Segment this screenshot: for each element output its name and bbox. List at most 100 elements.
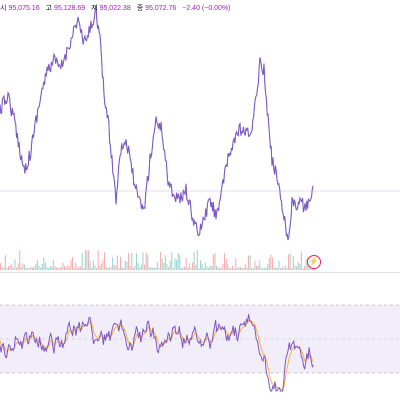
volume-bar — [184, 266, 186, 270]
volume-bar — [160, 251, 162, 270]
volume-bar — [155, 267, 157, 270]
rsi-pane[interactable] — [0, 285, 400, 395]
volume-bar — [230, 268, 232, 270]
volume-bar — [281, 266, 283, 270]
volume-bar — [68, 266, 70, 270]
volume-bar — [180, 268, 182, 270]
lightning-glyph: ⚡ — [308, 257, 319, 266]
volume-bar — [289, 253, 291, 270]
volume-bar — [139, 267, 141, 270]
volume-bar — [172, 268, 174, 270]
volume-bar — [99, 265, 101, 270]
volume-bar — [36, 260, 38, 270]
volume-bar — [96, 267, 98, 270]
volume-bar — [161, 258, 163, 270]
volume-bar — [212, 254, 214, 270]
volume-bar — [260, 267, 262, 270]
volume-bar — [206, 266, 208, 270]
volume-bar — [142, 252, 144, 270]
volume-bar — [308, 268, 310, 270]
volume-bar — [24, 264, 26, 270]
volume-bar — [297, 261, 299, 270]
volume-bar — [132, 267, 134, 270]
volume-bar — [20, 267, 22, 270]
volume-bar — [257, 265, 259, 270]
volume-bar — [299, 263, 301, 270]
volume-bar — [232, 265, 234, 270]
volume-bar — [156, 262, 158, 270]
open-value: 95,075.16 — [8, 5, 40, 12]
volume-bar — [248, 255, 250, 270]
low-value: 95,022.38 — [99, 5, 131, 12]
volume-bar — [244, 264, 246, 270]
volume-bar — [273, 267, 275, 270]
volume-bar — [144, 264, 146, 270]
volume-bar — [43, 257, 45, 270]
volume-bar — [148, 267, 150, 270]
close-value: 95,072.76 — [145, 5, 177, 12]
volume-bar — [294, 265, 296, 270]
lightning-icon[interactable]: ⚡ — [307, 255, 321, 269]
volume-bar — [33, 266, 35, 270]
volume-bar — [150, 266, 152, 270]
volume-bar — [262, 268, 264, 270]
volume-bar — [100, 263, 102, 270]
volume-bar — [256, 265, 258, 270]
volume-bar — [275, 267, 277, 270]
volume-bar — [168, 267, 170, 270]
volume-bar — [177, 253, 179, 270]
pane-separator[interactable] — [0, 272, 400, 273]
volume-bar — [209, 265, 211, 270]
volume-bar — [283, 267, 285, 270]
volume-bar — [204, 262, 206, 270]
volume-bar — [241, 267, 243, 270]
volume-bar — [235, 258, 237, 270]
volume-bar — [16, 267, 18, 270]
volume-bar — [128, 252, 130, 270]
price-pane[interactable] — [0, 0, 400, 270]
volume-bar — [49, 266, 51, 270]
volume-bar — [145, 252, 147, 270]
volume-bar — [121, 267, 123, 270]
volume-bar — [267, 264, 269, 270]
volume-bar — [252, 267, 254, 270]
volume-bar — [83, 268, 85, 270]
volume-bar — [32, 267, 34, 270]
volume-bar — [169, 260, 171, 270]
volume-bar — [222, 264, 224, 270]
volume-bar — [243, 268, 245, 270]
volume-bar — [291, 268, 293, 270]
volume-bar — [88, 250, 90, 270]
volume-bar — [259, 260, 261, 270]
volume-bar — [153, 267, 155, 270]
volume-bar — [227, 263, 229, 270]
volume-bar — [67, 265, 69, 270]
volume-bar — [137, 263, 139, 270]
volume-bar — [91, 267, 93, 270]
volume-bar — [3, 267, 5, 270]
volume-bar — [64, 265, 66, 270]
volume-bar — [54, 266, 56, 270]
volume-bar — [310, 268, 312, 270]
volume-bar — [185, 257, 187, 270]
volume-bar — [201, 264, 203, 270]
volume-bar — [92, 260, 94, 270]
volume-bar — [52, 259, 54, 270]
volume-bar — [51, 266, 53, 270]
volume-bar — [60, 266, 62, 270]
volume-bar — [225, 259, 227, 270]
volume-bar — [76, 268, 78, 270]
volume-bar — [254, 260, 256, 270]
volume-bar — [280, 268, 282, 270]
volume-bar — [44, 262, 46, 270]
close-label: 종 — [136, 5, 144, 12]
volume-bar — [233, 268, 235, 270]
volume-bar — [236, 268, 238, 270]
volume-bar — [171, 252, 173, 270]
volume-bar — [94, 265, 96, 270]
volume-bar — [81, 253, 83, 270]
volume-bar — [28, 268, 30, 270]
volume-bar — [46, 267, 48, 270]
rsi-line — [0, 314, 314, 392]
